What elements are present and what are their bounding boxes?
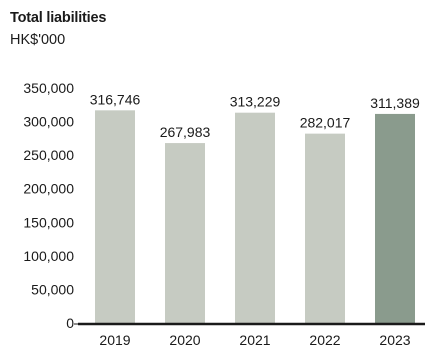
- x-tick-label: 2021: [239, 332, 270, 348]
- bar: [95, 110, 135, 323]
- bar: [235, 112, 275, 323]
- bars: [95, 110, 415, 323]
- bar: [165, 143, 205, 323]
- y-tick-label: 100,000: [23, 248, 74, 264]
- x-tick-label: 2019: [99, 332, 130, 348]
- value-labels: 316,746 267,983 313,229 282,017 311,389: [90, 91, 420, 140]
- bar: [305, 133, 345, 323]
- bar-value-label: 313,229: [230, 94, 281, 110]
- y-tick-label: 250,000: [23, 147, 74, 163]
- x-tick-label: 2022: [309, 332, 340, 348]
- bar-value-label: 316,746: [90, 91, 141, 107]
- y-tick-label: 200,000: [23, 181, 74, 197]
- y-tick-label: 0: [66, 315, 74, 331]
- bar-value-label: 282,017: [300, 115, 351, 131]
- y-axis: 0 50,000 100,000 150,000 200,000 250,000 300,0…: [23, 80, 74, 331]
- x-axis: 2019 2020 2021 2022 2023: [99, 332, 410, 348]
- bar-value-label: 267,983: [160, 124, 211, 140]
- chart-unit: HK$'000: [10, 32, 66, 48]
- x-tick-label: 2020: [169, 332, 200, 348]
- y-tick-label: 50,000: [31, 281, 74, 297]
- y-tick-label: 350,000: [23, 80, 74, 96]
- x-tick-label: 2023: [379, 332, 410, 348]
- chart-title: Total liabilities: [10, 10, 107, 26]
- bar-value-label: 311,389: [370, 95, 420, 111]
- bar: [375, 113, 415, 323]
- y-tick-label: 300,000: [23, 114, 74, 130]
- y-tick-label: 150,000: [23, 214, 74, 230]
